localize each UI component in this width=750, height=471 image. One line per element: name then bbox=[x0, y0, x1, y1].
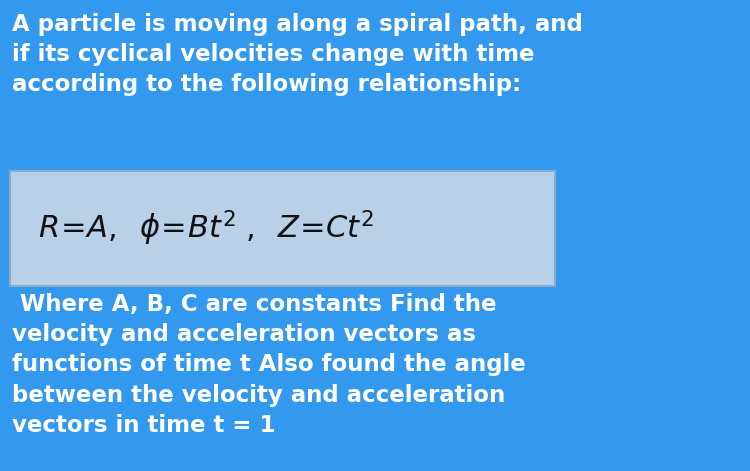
Text: Where A, B, C are constants Find the
velocity and acceleration vectors as
functi: Where A, B, C are constants Find the vel… bbox=[12, 293, 526, 437]
Text: $R\!=\!A,\;\;\phi\!=\!Bt^2\;,\;\;Z\!=\!Ct^2$: $R\!=\!A,\;\;\phi\!=\!Bt^2\;,\;\;Z\!=\!C… bbox=[38, 209, 374, 248]
Text: A particle is moving along a spiral path, and
if its cyclical velocities change : A particle is moving along a spiral path… bbox=[12, 13, 583, 97]
FancyBboxPatch shape bbox=[10, 171, 555, 286]
